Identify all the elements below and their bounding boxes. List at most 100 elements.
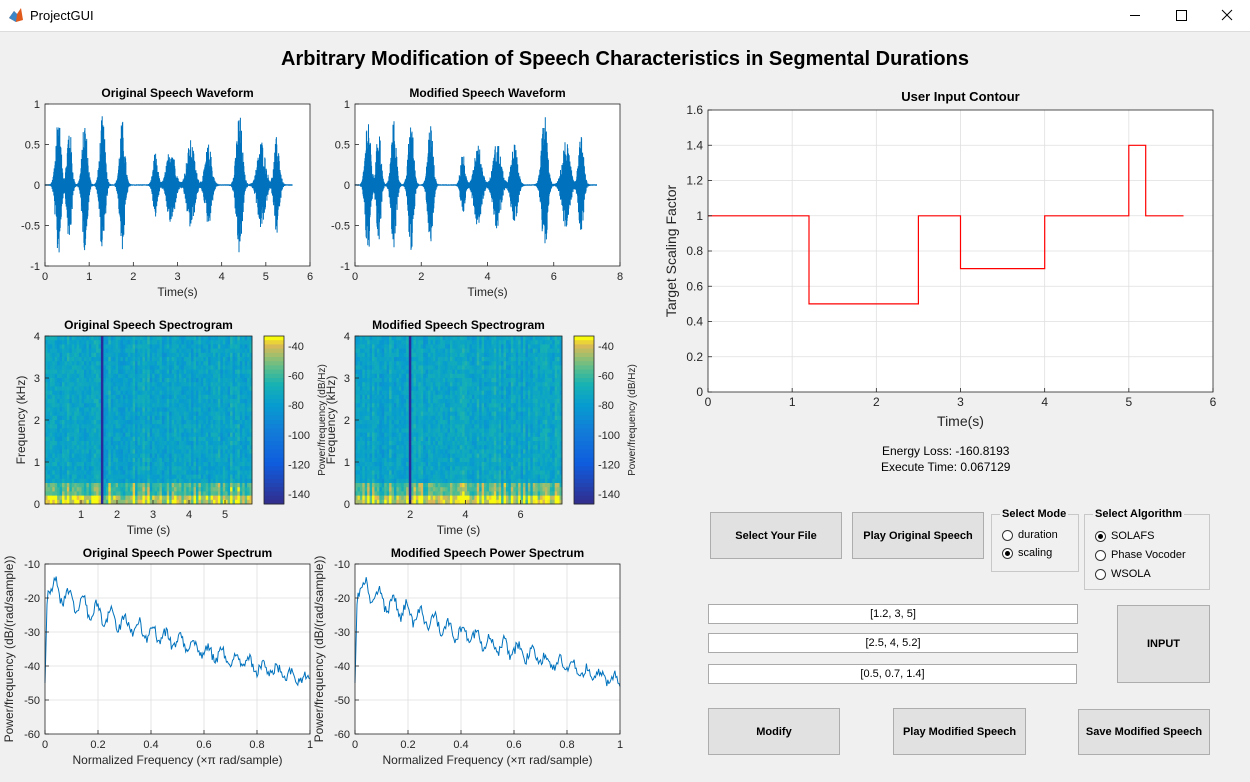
mode-scaling-radio[interactable]: scaling xyxy=(1002,547,1052,559)
maximize-icon xyxy=(1176,10,1187,21)
select-file-button[interactable]: Select Your File xyxy=(710,512,842,559)
energy-loss-label: Energy Loss: -160.8193 xyxy=(882,444,1010,458)
x-tick-label: 0 xyxy=(705,395,712,409)
y-tick-label: -40 xyxy=(24,661,40,673)
colorbar-label: Power/frequency (dB/Hz) xyxy=(627,364,638,476)
y-tick-label: 0 xyxy=(34,499,40,511)
y-tick-label: -30 xyxy=(334,627,350,639)
window-title: ProjectGUI xyxy=(30,8,94,23)
close-button[interactable] xyxy=(1204,0,1250,31)
algo-phase-vocoder-radio[interactable]: Phase Vocoder xyxy=(1095,549,1186,561)
spectrogram-image xyxy=(355,336,563,505)
x-tick-label: 3 xyxy=(150,509,156,521)
x-tick-label: 1 xyxy=(307,739,313,751)
colorbar-tick-label: -40 xyxy=(598,341,614,353)
x-tick-label: 4 xyxy=(186,509,192,521)
y-tick-label: 0 xyxy=(696,385,703,399)
y-tick-label: -20 xyxy=(334,593,350,605)
x-axis-label: Time (s) xyxy=(127,523,171,537)
x-tick-label: 2 xyxy=(130,271,136,283)
x-tick-label: 6 xyxy=(551,271,557,283)
window-titlebar: ProjectGUI xyxy=(0,0,1250,32)
modify-button[interactable]: Modify xyxy=(708,708,840,755)
end-times-input[interactable]: [2.5, 4, 5.2] xyxy=(708,633,1078,653)
algo-wsola-label: WSOLA xyxy=(1111,568,1151,580)
algo-solafs-label: SOLAFS xyxy=(1111,530,1155,542)
power-spectrum-line xyxy=(44,576,311,687)
x-axis-label: Time (s) xyxy=(437,523,481,537)
power-spectrum-line xyxy=(354,577,621,687)
time-boundaries-input[interactable]: [1.2, 3, 5] xyxy=(708,604,1078,624)
y-axis-label: Frequency (kHz) xyxy=(324,376,338,465)
select-mode-title: Select Mode xyxy=(1000,508,1069,520)
y-tick-label: 1 xyxy=(34,457,40,469)
x-tick-label: 0 xyxy=(42,271,48,283)
spectrogram-svg: Modified Speech Spectrogram 2 4 6 4 3 2 1 0 Time … xyxy=(324,318,638,537)
x-tick-label: 1 xyxy=(78,509,84,521)
waveform-svg: Original Speech Waveform 0 1 2 3 4 5 6 1 0.5 0 -0.5… xyxy=(21,86,313,299)
input-button[interactable]: INPUT xyxy=(1117,605,1210,683)
minimize-icon xyxy=(1130,15,1140,16)
x-tick-label: 0.4 xyxy=(143,739,158,751)
y-tick-label: 0.5 xyxy=(25,140,40,152)
minimize-button[interactable] xyxy=(1112,0,1158,31)
play-modified-button[interactable]: Play Modified Speech xyxy=(893,708,1026,755)
y-tick-label: 0.4 xyxy=(686,315,703,329)
y-tick-label: -10 xyxy=(24,559,40,571)
colorbar-tick-label: -80 xyxy=(288,400,304,412)
mode-scaling-label: scaling xyxy=(1018,547,1053,559)
maximize-button[interactable] xyxy=(1158,0,1204,31)
plot-title: Modified Speech Power Spectrum xyxy=(391,546,584,560)
y-axis-label: Frequency (kHz) xyxy=(14,376,28,465)
y-tick-label: 0.6 xyxy=(686,279,703,293)
y-tick-label: 4 xyxy=(34,331,40,343)
y-tick-label: 1.4 xyxy=(686,138,703,152)
x-tick-label: 6 xyxy=(307,271,313,283)
x-tick-label: 5 xyxy=(1125,395,1132,409)
y-tick-label: 4 xyxy=(344,331,350,343)
x-tick-label: 8 xyxy=(617,271,623,283)
x-tick-label: 4 xyxy=(1041,395,1048,409)
x-tick-label: 2 xyxy=(873,395,880,409)
x-tick-label: 5 xyxy=(222,509,228,521)
contour-svg: User Input Contour 0 1 2 3 4 5 6 1.6 1.4 1.2 1 0.8 0.… xyxy=(663,89,1217,429)
mode-duration-radio[interactable]: duration xyxy=(1002,529,1058,541)
y-tick-label: 1.2 xyxy=(686,174,703,188)
y-tick-label: -1 xyxy=(30,261,40,273)
y-tick-label: -0.5 xyxy=(21,221,40,233)
select-mode-group: Select Mode duration scaling xyxy=(991,508,1079,572)
algo-solafs-radio[interactable]: SOLAFS xyxy=(1095,530,1154,542)
y-tick-label: 0 xyxy=(344,499,350,511)
x-axis-label: Time(s) xyxy=(937,413,984,429)
x-tick-label: 1 xyxy=(789,395,796,409)
y-tick-label: 1 xyxy=(344,457,350,469)
x-tick-label: 2 xyxy=(114,509,120,521)
x-tick-label: 3 xyxy=(174,271,180,283)
x-tick-label: 2 xyxy=(407,509,413,521)
colorbar-tick-label: -120 xyxy=(288,459,310,471)
colorbar-label: Power/frequency (dB/Hz) xyxy=(317,364,328,476)
y-tick-label: 1 xyxy=(696,209,703,223)
radio-circle-icon xyxy=(1002,547,1013,559)
y-tick-label: 1 xyxy=(344,99,350,111)
y-axis-label: Target Scaling Factor xyxy=(663,185,679,318)
x-axis-label: Time(s) xyxy=(157,285,197,299)
x-tick-label: 0.2 xyxy=(400,739,415,751)
colorbar-tick-label: -120 xyxy=(598,459,620,471)
power-spectrum-svg: Modified Speech Power Spectrum 0 0.2 0.4 0.6… xyxy=(312,546,623,767)
algo-phase-vocoder-label: Phase Vocoder xyxy=(1111,549,1186,561)
original-power-spectrum-plot: Original Speech Power Spectrum 0 0.2 0.4 0.6… xyxy=(0,546,320,777)
y-tick-label: 3 xyxy=(34,373,40,385)
colorbar xyxy=(264,336,284,505)
y-axis-label: Power/frequency (dB/(rad/sample)) xyxy=(2,556,16,743)
y-tick-label: 2 xyxy=(34,415,40,427)
scaling-factors-input[interactable]: [0.5, 0.7, 1.4] xyxy=(708,664,1077,684)
algo-wsola-radio[interactable]: WSOLA xyxy=(1095,568,1151,580)
save-modified-button[interactable]: Save Modified Speech xyxy=(1078,709,1210,755)
matlab-app-icon xyxy=(9,8,23,22)
plot-title: Modified Speech Waveform xyxy=(409,86,565,100)
play-original-button[interactable]: Play Original Speech xyxy=(852,512,984,559)
y-axis-label: Power/frequency (dB/(rad/sample)) xyxy=(312,556,326,743)
select-algorithm-title: Select Algorithm xyxy=(1093,508,1184,520)
plot-title: Original Speech Power Spectrum xyxy=(83,546,272,560)
